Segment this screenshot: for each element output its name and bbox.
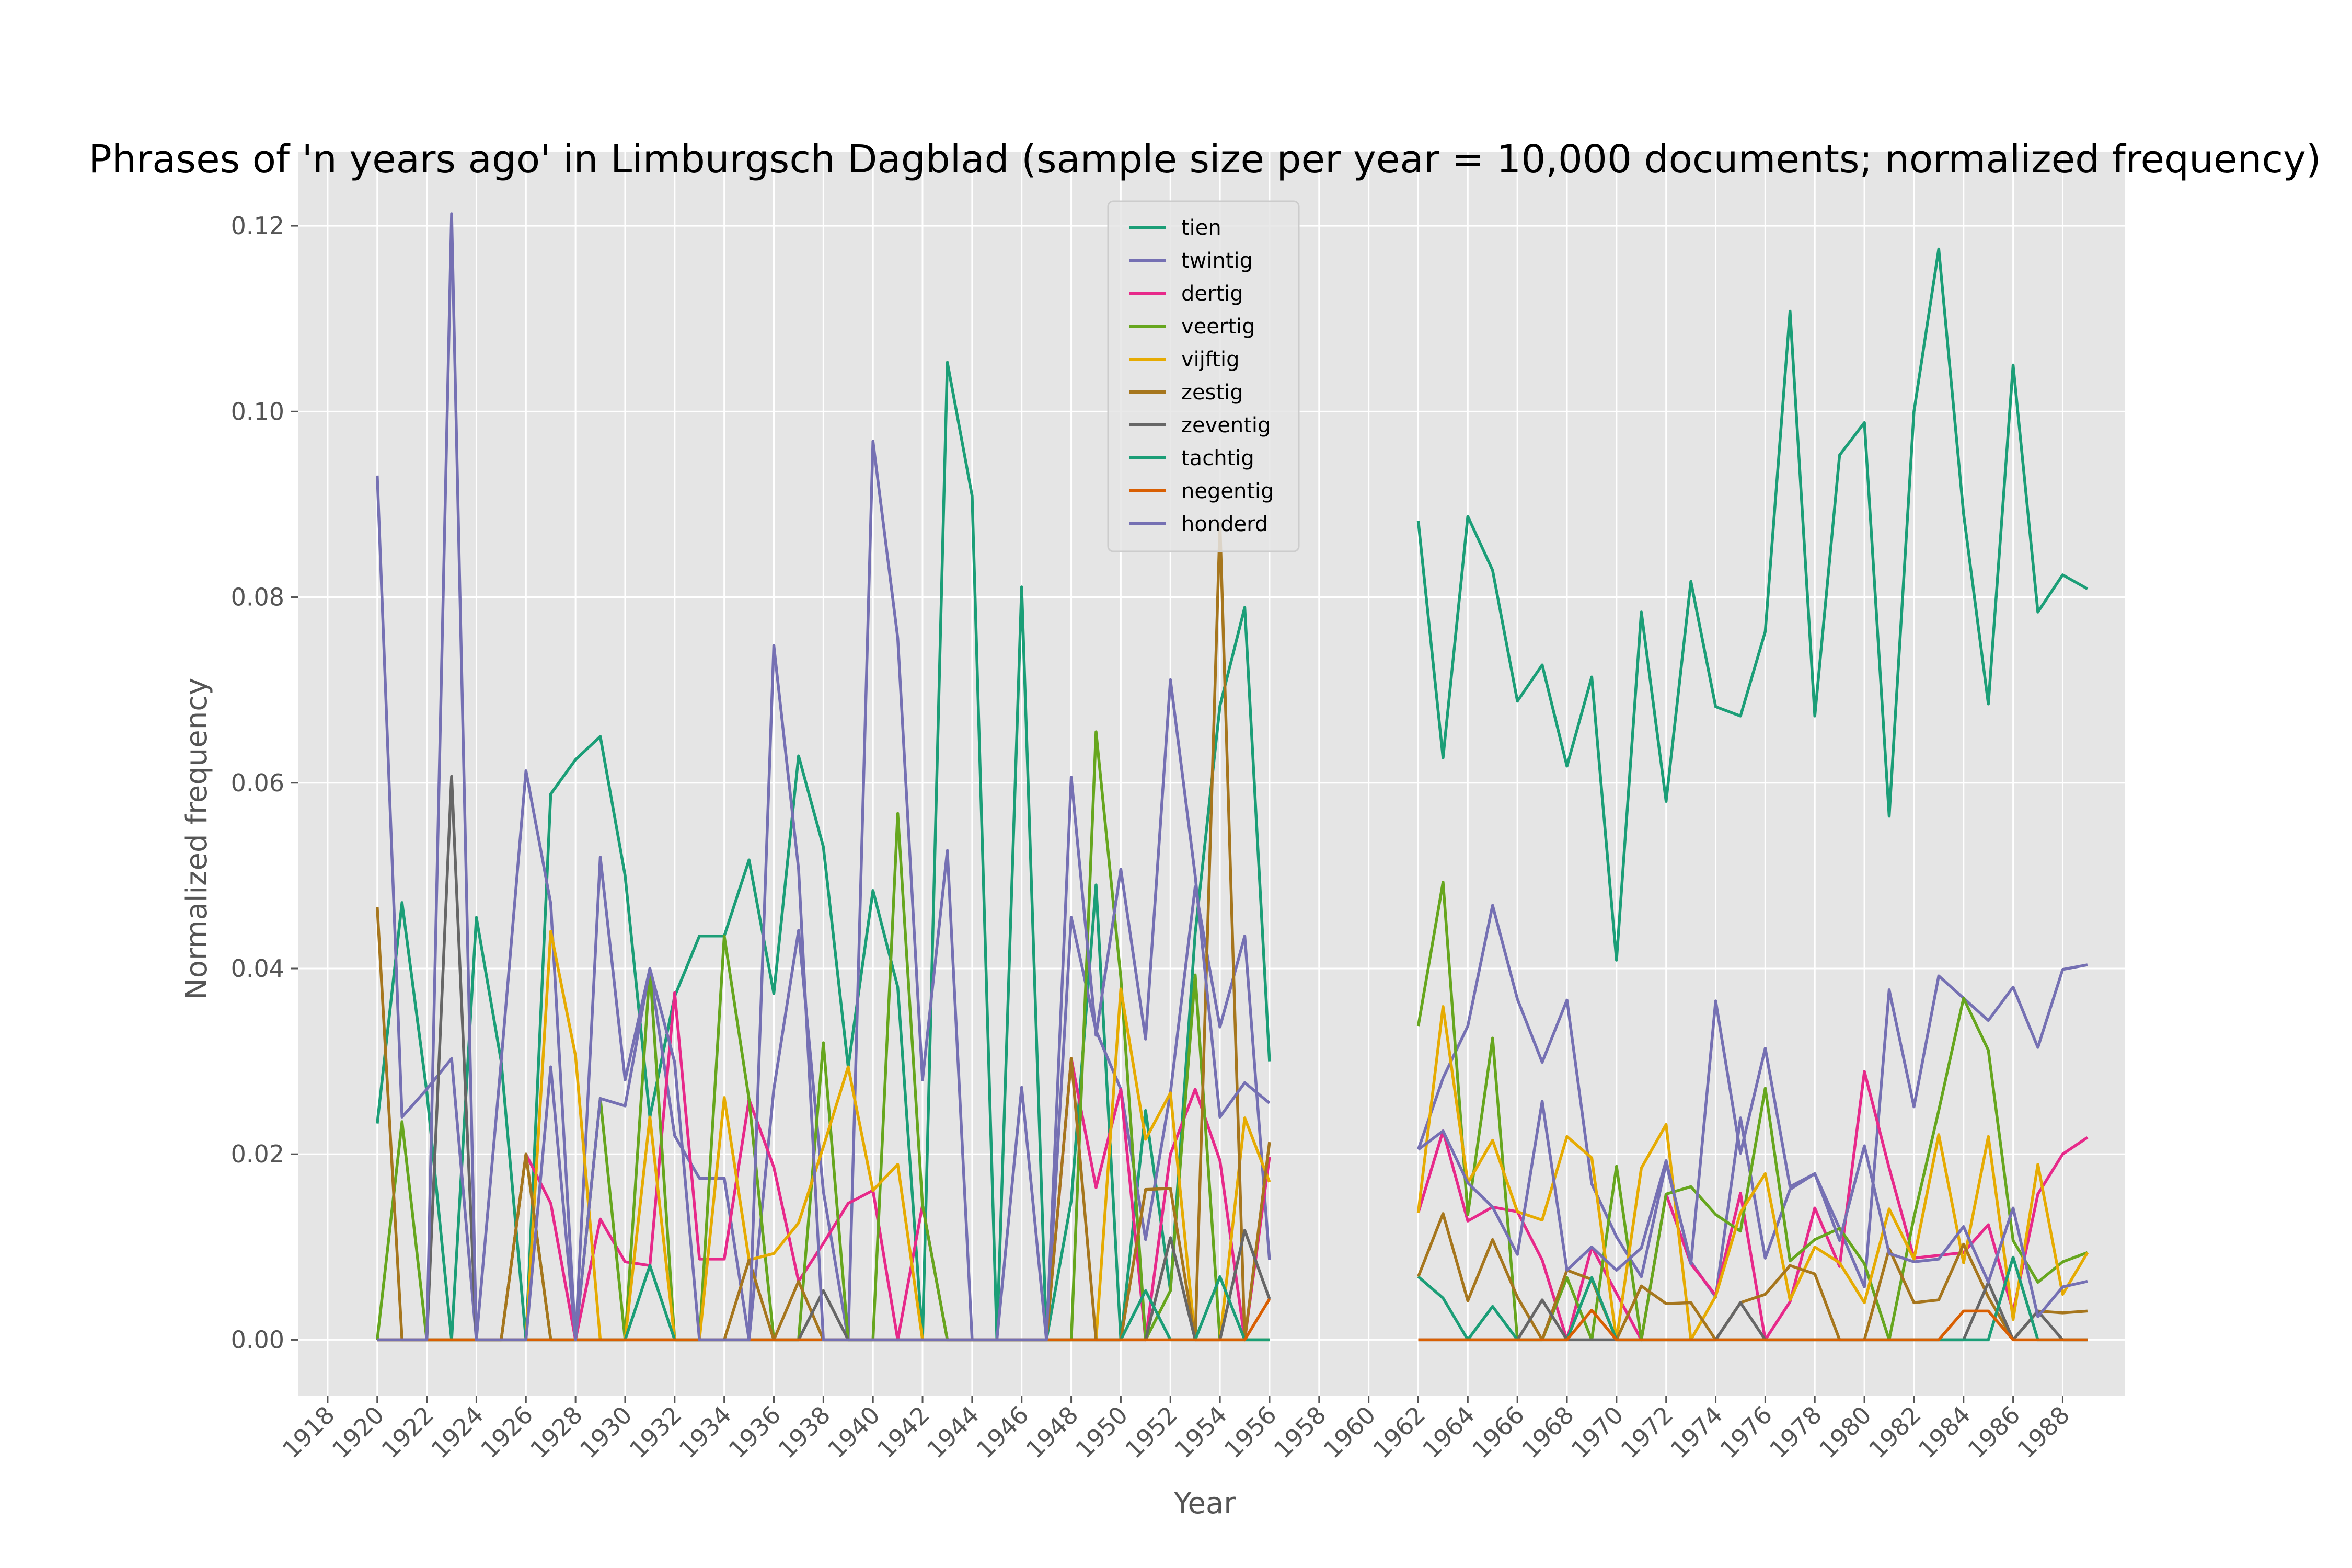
legend-label-zeventig: zeventig <box>1181 413 1271 437</box>
x-tick-label: 1964 <box>1417 1401 1480 1464</box>
x-tick-label: 1984 <box>1913 1401 1976 1464</box>
x-tick-label: 1932 <box>624 1401 687 1464</box>
x-tick-label: 1962 <box>1367 1401 1431 1464</box>
y-tick-label: 0.02 <box>231 1140 284 1168</box>
legend-label-tien: tien <box>1181 216 1221 240</box>
series-line-twintig-segment-2 <box>1416 904 2088 1299</box>
series-line-tien-segment-2 <box>1416 247 2089 962</box>
x-tick-label: 1982 <box>1863 1401 1927 1464</box>
x-tick-label: 1946 <box>971 1401 1034 1464</box>
x-tick-label: 1960 <box>1318 1401 1381 1464</box>
x-tick-label: 1972 <box>1616 1401 1679 1464</box>
x-tick-label: 1980 <box>1814 1401 1877 1464</box>
x-tick-label: 1958 <box>1269 1401 1332 1464</box>
series-line-negentig-segment-2 <box>1418 1308 2088 1342</box>
x-tick-label: 1952 <box>1120 1401 1183 1464</box>
x-tick-label: 1954 <box>1169 1401 1232 1464</box>
x-tick-label: 1976 <box>1714 1401 1778 1464</box>
x-tick-label: 1948 <box>1020 1401 1083 1464</box>
y-tick-label: 0.08 <box>231 583 284 612</box>
x-tick-label: 1938 <box>773 1401 836 1464</box>
legend-label-vijftig: vijftig <box>1181 348 1239 372</box>
x-tick-label: 1974 <box>1665 1401 1728 1464</box>
series-line-honderd-segment-1 <box>377 212 1271 1342</box>
chart-title: Phrases of 'n years ago' in Limburgsch D… <box>88 137 2321 182</box>
legend-label-tachtig: tachtig <box>1181 446 1254 470</box>
x-tick-label: 1924 <box>425 1401 489 1464</box>
x-tick-label: 1928 <box>525 1401 588 1464</box>
x-tick-label: 1968 <box>1516 1401 1579 1464</box>
x-tick-label: 1988 <box>2012 1401 2075 1464</box>
series-line-honderd-segment-2 <box>1417 999 2088 1318</box>
x-tick-label: 1922 <box>376 1401 439 1464</box>
x-tick-label: 1956 <box>1219 1401 1282 1464</box>
series-line-dertig-segment-2 <box>1416 1070 2089 1342</box>
x-axis-label: Year <box>1173 1486 1237 1520</box>
x-tick-label: 1944 <box>921 1401 985 1464</box>
y-tick-label: 0.04 <box>231 954 284 983</box>
x-tick-label: 1930 <box>574 1401 638 1464</box>
x-tick-label: 1934 <box>673 1401 736 1464</box>
legend-label-dertig: dertig <box>1181 282 1243 306</box>
legend-label-negentig: negentig <box>1181 479 1274 503</box>
legend-label-veertig: veertig <box>1181 315 1255 339</box>
y-tick-label: 0.00 <box>231 1325 284 1354</box>
y-tick-label: 0.12 <box>231 212 284 240</box>
y-tick-label: 0.10 <box>231 397 284 425</box>
x-tick-label: 1986 <box>1962 1401 2025 1464</box>
x-tick-label: 1970 <box>1566 1401 1629 1464</box>
x-tick-label: 1950 <box>1070 1401 1133 1464</box>
x-tick-label: 1942 <box>872 1401 935 1464</box>
legend: tien twintig dertig veertig vijftig zestig zev… <box>1107 200 1300 552</box>
series-line-vijftig-segment-2 <box>1416 1005 2089 1342</box>
x-tick-label: 1918 <box>277 1401 340 1464</box>
legend-label-twintig: twintig <box>1181 249 1253 273</box>
legend-box <box>1107 200 1300 552</box>
x-tick-label: 1966 <box>1467 1401 1530 1464</box>
series-honderd <box>377 212 2088 1342</box>
legend-label-zestig: zestig <box>1181 381 1243 405</box>
x-tick-label: 1978 <box>1764 1401 1827 1464</box>
legend-label-honderd: honderd <box>1181 512 1268 536</box>
y-axis-label: Normalized frequency <box>180 678 214 1000</box>
x-tick-label: 1936 <box>723 1401 786 1464</box>
x-tick-label: 1940 <box>822 1401 885 1464</box>
y-tick-label: 0.06 <box>231 769 284 797</box>
x-tick-label: 1926 <box>475 1401 538 1464</box>
x-tick-label: 1920 <box>327 1401 390 1464</box>
